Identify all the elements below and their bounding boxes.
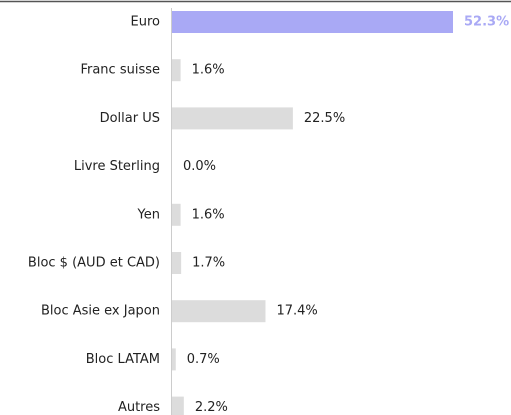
bar: [172, 107, 293, 130]
value-label: 1.7%: [192, 256, 225, 271]
category-label: Bloc $ (AUD et CAD): [28, 256, 160, 271]
value-label: 1.6%: [192, 63, 225, 78]
category-label: Autres: [118, 400, 160, 415]
category-label: Yen: [137, 207, 160, 222]
bar: [172, 348, 176, 371]
bar: [172, 252, 182, 274]
value-label: 52.3%: [464, 15, 509, 30]
value-label: 2.2%: [195, 400, 228, 415]
category-label: Franc suisse: [80, 63, 160, 78]
bar: [172, 396, 184, 415]
bar: [172, 11, 453, 33]
category-label: Livre Sterling: [74, 159, 160, 174]
value-label: 1.6%: [192, 207, 225, 222]
bar: [172, 300, 266, 323]
bar: [172, 203, 181, 226]
bar: [172, 59, 181, 82]
category-label: Dollar US: [100, 111, 160, 126]
value-label: 22.5%: [304, 111, 345, 126]
category-label: Bloc Asie ex Japon: [41, 304, 160, 319]
category-label: Bloc LATAM: [86, 352, 160, 367]
category-label: Euro: [131, 15, 161, 30]
value-label: 0.7%: [187, 352, 220, 367]
value-label: 0.0%: [183, 159, 216, 174]
value-label: 17.4%: [276, 304, 317, 319]
